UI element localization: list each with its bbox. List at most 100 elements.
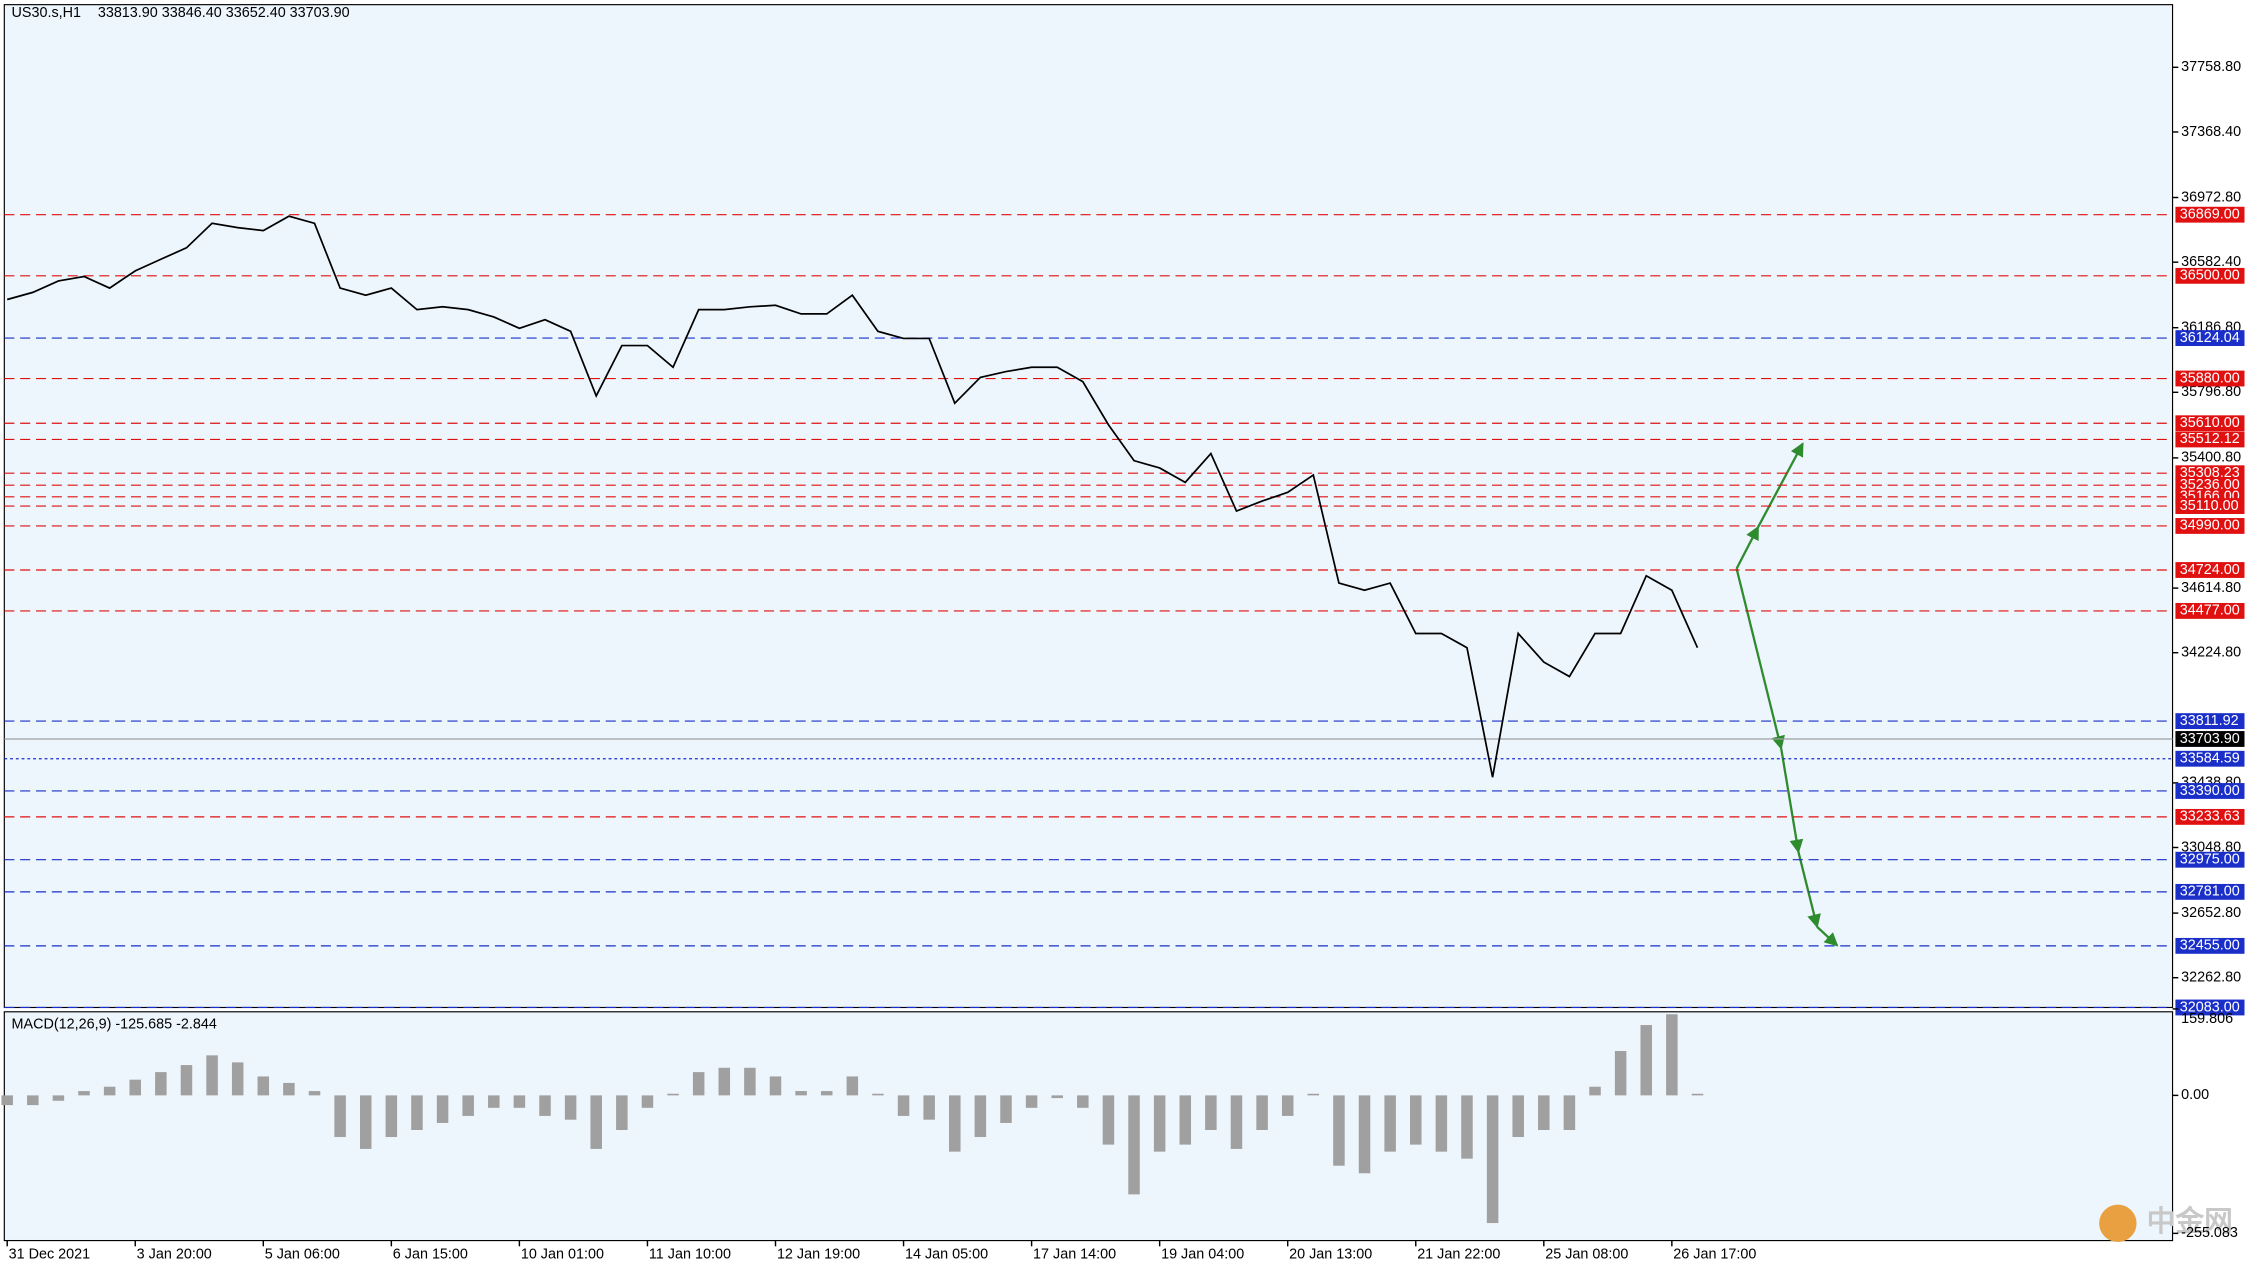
level-label: 33703.90 xyxy=(2180,731,2240,747)
arrow xyxy=(1797,851,1821,929)
logo xyxy=(2099,1204,2137,1243)
macd-bar xyxy=(1179,1095,1192,1145)
level-box xyxy=(2175,206,2245,223)
level-box xyxy=(2175,465,2245,482)
macd-bar xyxy=(949,1095,961,1152)
arrow xyxy=(1735,525,1760,570)
watermark: 中金网 xyxy=(2147,1205,2233,1238)
macd-bar xyxy=(718,1067,731,1096)
level-box xyxy=(2175,750,2245,767)
level-box xyxy=(2175,518,2245,534)
level-box xyxy=(2175,731,2245,747)
arrow xyxy=(1780,748,1804,854)
level-label: 33233.63 xyxy=(2180,809,2240,825)
macd-bar xyxy=(334,1095,346,1138)
level-box xyxy=(2175,267,2245,284)
level-label: 33811.92 xyxy=(2180,713,2239,729)
macd-bar xyxy=(1410,1095,1422,1145)
y-tick-label: 32262.80 xyxy=(2181,969,2241,985)
macd-bar xyxy=(1512,1095,1524,1138)
macd-bar xyxy=(462,1095,474,1116)
level-box xyxy=(2175,808,2245,825)
macd-bar xyxy=(180,1065,193,1096)
macd-bar xyxy=(385,1095,398,1138)
x-tick-label: 25 Jan 08:00 xyxy=(1545,1247,1628,1263)
macd-bar xyxy=(1230,1095,1243,1149)
macd-bar xyxy=(1614,1051,1627,1096)
macd-bar xyxy=(1025,1095,1038,1108)
macd-bar xyxy=(1256,1095,1268,1130)
macd-bar xyxy=(1358,1095,1371,1174)
level-box xyxy=(2175,431,2245,448)
macd-bar xyxy=(308,1091,321,1096)
level-label: 32083.00 xyxy=(2180,999,2240,1015)
x-tick-label: 19 Jan 04:00 xyxy=(1161,1247,1244,1263)
macd-bar xyxy=(1435,1095,1448,1152)
macd-bar xyxy=(846,1076,859,1096)
macd-bar xyxy=(1563,1095,1576,1130)
macd-bar xyxy=(1077,1095,1089,1108)
macd-bar xyxy=(641,1095,654,1108)
y-tick-label: 36582.40 xyxy=(2181,254,2241,270)
macd-bar xyxy=(1281,1095,1294,1116)
macd-bar xyxy=(129,1079,141,1096)
price-line xyxy=(6,215,1699,778)
level-box xyxy=(2175,883,2245,900)
y-tick-label: 37368.40 xyxy=(2181,124,2241,140)
macd-bar xyxy=(923,1095,935,1120)
macd-bar xyxy=(1666,1014,1678,1096)
level-label: 34990.00 xyxy=(2180,518,2240,534)
level-label: 35610.00 xyxy=(2180,415,2240,431)
x-tick-label: 17 Jan 14:00 xyxy=(1033,1247,1116,1263)
macd-bar xyxy=(795,1091,807,1096)
level-label: 34477.00 xyxy=(2180,603,2240,619)
macd-bar xyxy=(1691,1093,1704,1096)
macd-bar xyxy=(1486,1095,1499,1224)
macd-bar xyxy=(1589,1086,1601,1096)
macd-bar xyxy=(769,1076,782,1096)
level-box xyxy=(2175,498,2245,514)
macd-bar xyxy=(1128,1095,1140,1195)
x-tick-label: 5 Jan 06:00 xyxy=(265,1247,340,1263)
level-box xyxy=(2175,370,2245,387)
macd-panel xyxy=(3,1011,2174,1242)
macd-bar xyxy=(1384,1095,1396,1152)
level-box xyxy=(2175,415,2245,432)
level-label: 35110.00 xyxy=(2180,498,2239,514)
level-label: 32455.00 xyxy=(2180,938,2240,954)
macd-bar xyxy=(1461,1095,1473,1159)
y-tick-label: 33048.80 xyxy=(2181,839,2241,855)
macd-bar xyxy=(359,1095,372,1149)
macd-bar xyxy=(820,1091,833,1096)
macd-bar xyxy=(1333,1095,1345,1166)
y-tick-label: 36972.80 xyxy=(2181,189,2241,205)
y-tick-label: 34614.80 xyxy=(2181,580,2241,596)
macd-bar xyxy=(27,1095,39,1106)
level-label: 35880.00 xyxy=(2180,370,2240,386)
y-tick-label: 34224.80 xyxy=(2181,644,2241,660)
macd-bar xyxy=(1205,1095,1217,1130)
x-tick-label: 26 Jan 17:00 xyxy=(1673,1247,1756,1263)
level-box xyxy=(2175,603,2245,619)
x-tick-label: 3 Jan 20:00 xyxy=(137,1247,212,1263)
level-label: 36500.00 xyxy=(2180,268,2240,284)
macd-bar xyxy=(744,1067,756,1096)
macd-bar xyxy=(1102,1095,1115,1145)
level-label: 33390.00 xyxy=(2180,783,2240,799)
macd-bar xyxy=(436,1095,449,1123)
macd-bar xyxy=(667,1093,679,1096)
level-box xyxy=(2175,937,2245,954)
macd-bar xyxy=(155,1072,167,1096)
x-tick-label: 31 Dec 2021 xyxy=(9,1247,91,1263)
macd-bar xyxy=(103,1086,116,1096)
level-box xyxy=(2175,330,2245,347)
level-label: 32781.00 xyxy=(2180,884,2240,900)
y-tick-label: 159.806 xyxy=(2181,1011,2233,1027)
level-label: 36869.00 xyxy=(2180,206,2240,222)
x-tick-label: 20 Jan 13:00 xyxy=(1289,1247,1372,1263)
x-tick-label: 21 Jan 22:00 xyxy=(1417,1247,1500,1263)
macd-bar xyxy=(564,1095,577,1120)
level-label: 35308.23 xyxy=(2180,465,2240,481)
